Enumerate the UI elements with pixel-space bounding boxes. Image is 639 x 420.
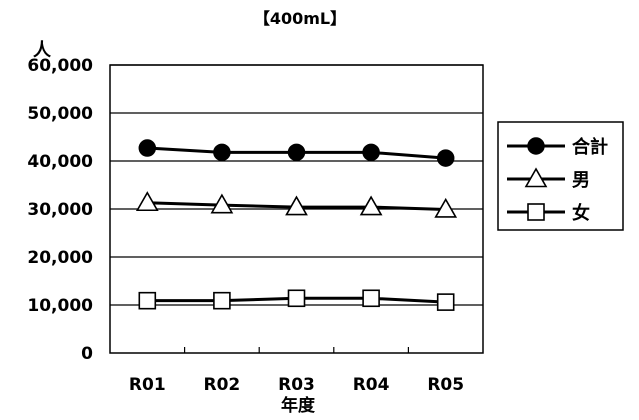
y-tick-label: 50,000 — [27, 104, 93, 124]
x-tick-label: R01 — [129, 375, 166, 395]
y-tick-label: 20,000 — [27, 248, 93, 268]
plot-border — [109, 64, 484, 354]
x-axis-title: 年度 — [281, 395, 316, 416]
plot-area: 0 10,000 20,000 30,000 40,000 50,000 60,000 R01… — [27, 56, 484, 395]
data-point — [436, 149, 455, 167]
data-point — [434, 197, 458, 218]
chart-title: 【400mL】 — [254, 9, 346, 28]
data-point — [138, 291, 157, 310]
legend-label: 合計 — [572, 136, 608, 158]
data-point — [436, 293, 455, 311]
x-tick-label: R05 — [427, 375, 464, 395]
data-point — [135, 191, 159, 212]
data-point — [362, 143, 380, 162]
x-tick-label: R02 — [204, 375, 241, 395]
data-point — [287, 143, 306, 162]
data-point — [210, 193, 234, 214]
y-tick-label: 10,000 — [27, 296, 93, 316]
data-point — [213, 143, 231, 162]
legend-label: 男 — [572, 170, 590, 191]
legend-label: 女 — [572, 202, 590, 224]
y-tick-label: 0 — [81, 344, 93, 364]
data-point — [213, 291, 231, 310]
x-tick-label: R04 — [353, 375, 390, 395]
data-point — [362, 289, 380, 308]
x-tick-label: R03 — [278, 375, 315, 395]
legend-marker — [524, 167, 548, 188]
data-point — [285, 195, 308, 216]
legend-marker — [527, 203, 545, 221]
data-point — [138, 139, 157, 157]
y-axis-unit-label: 人 — [33, 40, 52, 61]
y-tick-label: 30,000 — [27, 200, 93, 220]
data-point — [359, 195, 383, 216]
y-tick-label: 40,000 — [27, 152, 93, 172]
data-point — [287, 289, 306, 308]
y-tick-label: 60,000 — [27, 56, 93, 76]
legend-marker — [527, 137, 545, 155]
